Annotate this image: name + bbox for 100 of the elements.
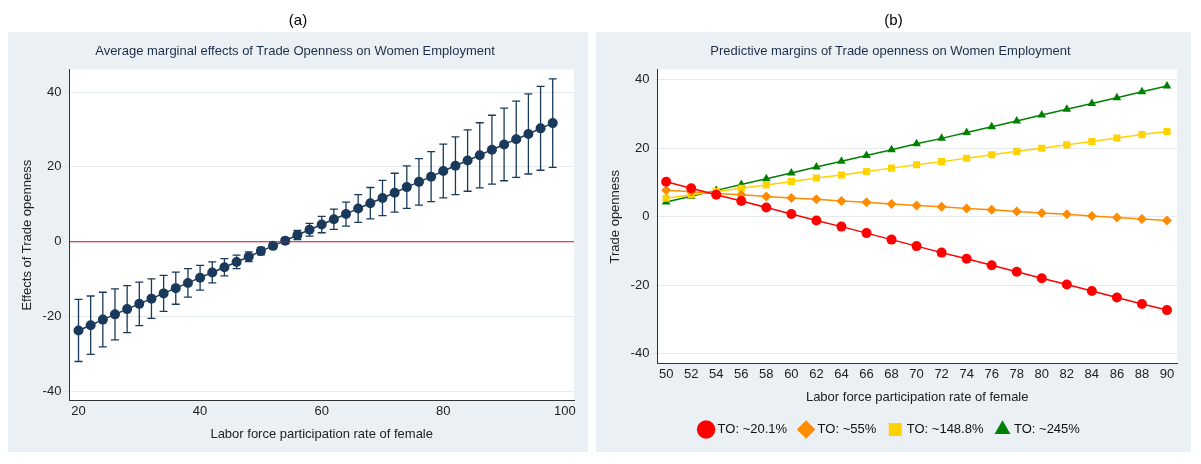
- point: [936, 247, 947, 258]
- point: [1013, 147, 1021, 155]
- y-tick-label: -20: [42, 308, 62, 324]
- x-tick-label: 82: [1059, 366, 1075, 382]
- y-tick-label: 40: [634, 71, 650, 87]
- point: [661, 176, 672, 187]
- y-tick-label: 20: [46, 158, 62, 174]
- chart-title: Predictive margins of Trade openness on Women Employment: [710, 43, 1072, 59]
- point: [887, 144, 896, 153]
- point: [886, 234, 897, 245]
- y-axis-title: Trade openness: [607, 169, 623, 264]
- point: [938, 158, 946, 166]
- x-tick-label: 90: [1159, 366, 1175, 382]
- point: [1112, 92, 1122, 101]
- x-tick-label: 88: [1134, 366, 1150, 382]
- point: [1061, 209, 1072, 220]
- point: [1036, 273, 1047, 284]
- x-tick-label: 54: [709, 366, 724, 382]
- point: [812, 174, 820, 182]
- point: [861, 228, 872, 239]
- point: [986, 260, 997, 271]
- point: [1087, 98, 1097, 106]
- point: [812, 162, 821, 170]
- point: [912, 138, 921, 147]
- point: [963, 154, 971, 162]
- point: [1162, 81, 1172, 89]
- x-tick-label: 20: [71, 403, 86, 419]
- point: [887, 164, 896, 172]
- x-tick-label: 58: [759, 366, 774, 382]
- point: [762, 181, 770, 189]
- point: [911, 200, 922, 211]
- point: [761, 202, 772, 213]
- text: (b): [884, 10, 903, 30]
- point: [836, 221, 847, 232]
- x-tick-label: 70: [909, 366, 924, 382]
- point: [837, 171, 845, 179]
- point: [787, 177, 795, 185]
- y-tick-label: 40: [46, 83, 62, 99]
- x-tick-label: 62: [809, 366, 824, 382]
- x-tick-label: 52: [683, 366, 699, 382]
- point: [1063, 141, 1071, 149]
- point: [736, 195, 747, 206]
- x-tick-label: 68: [884, 366, 899, 382]
- point: [1161, 305, 1172, 316]
- point: [988, 151, 996, 159]
- point: [1086, 285, 1097, 296]
- legend-label: TO: ~20.1%: [717, 421, 788, 437]
- point: [961, 253, 972, 264]
- x-tick-label: 78: [1009, 366, 1024, 382]
- y-axis-title: Effects of Trade openness: [19, 159, 35, 311]
- y-tick-label: 20: [634, 139, 650, 155]
- y-tick-label: -40: [630, 345, 650, 361]
- x-tick-label: 72: [934, 366, 949, 382]
- x-tick-label: 86: [1109, 366, 1125, 382]
- x-tick-label: 76: [984, 366, 999, 382]
- point: [787, 167, 796, 176]
- point: [1113, 134, 1121, 142]
- x-tick-label: 40: [192, 403, 208, 419]
- x-axis-title: Labor force participation rate of female: [805, 388, 1029, 404]
- point: [1037, 110, 1047, 118]
- x-tick-label: 80: [436, 403, 451, 419]
- point: [1012, 115, 1022, 124]
- point: [811, 194, 822, 205]
- text: (a): [288, 10, 308, 30]
- y-tick-label: 0: [642, 208, 650, 224]
- x-tick-label: 74: [959, 366, 974, 382]
- point: [1036, 207, 1047, 218]
- point: [786, 208, 797, 219]
- point: [1136, 214, 1147, 225]
- point: [836, 195, 847, 206]
- point: [811, 215, 822, 226]
- point: [837, 156, 846, 164]
- point: [911, 241, 922, 252]
- point: [862, 168, 871, 176]
- point: [761, 173, 771, 182]
- x-axis-title: Labor force participation rate of female: [210, 425, 433, 441]
- legend-label: TO: ~148.8%: [906, 421, 984, 437]
- y-tick-label: -40: [42, 383, 62, 399]
- point: [861, 197, 872, 208]
- point: [886, 199, 897, 210]
- point: [1136, 298, 1147, 309]
- point: [1137, 86, 1147, 95]
- point: [1086, 211, 1097, 222]
- y-tick-label: 0: [54, 233, 62, 249]
- point: [1161, 215, 1172, 226]
- point: [961, 203, 972, 214]
- x-tick-label: 60: [784, 366, 799, 382]
- y-tick-label: -20: [630, 276, 650, 292]
- x-tick-label: 64: [834, 366, 849, 382]
- point: [986, 204, 997, 215]
- point: [1163, 127, 1171, 136]
- x-tick-label: 60: [314, 403, 329, 419]
- point: [737, 184, 745, 192]
- point: [913, 161, 921, 169]
- point: [786, 192, 797, 203]
- point: [987, 121, 997, 130]
- point: [1088, 137, 1096, 145]
- x-tick-label: 56: [734, 366, 749, 382]
- point: [661, 185, 672, 196]
- x-tick-label: 66: [859, 366, 874, 382]
